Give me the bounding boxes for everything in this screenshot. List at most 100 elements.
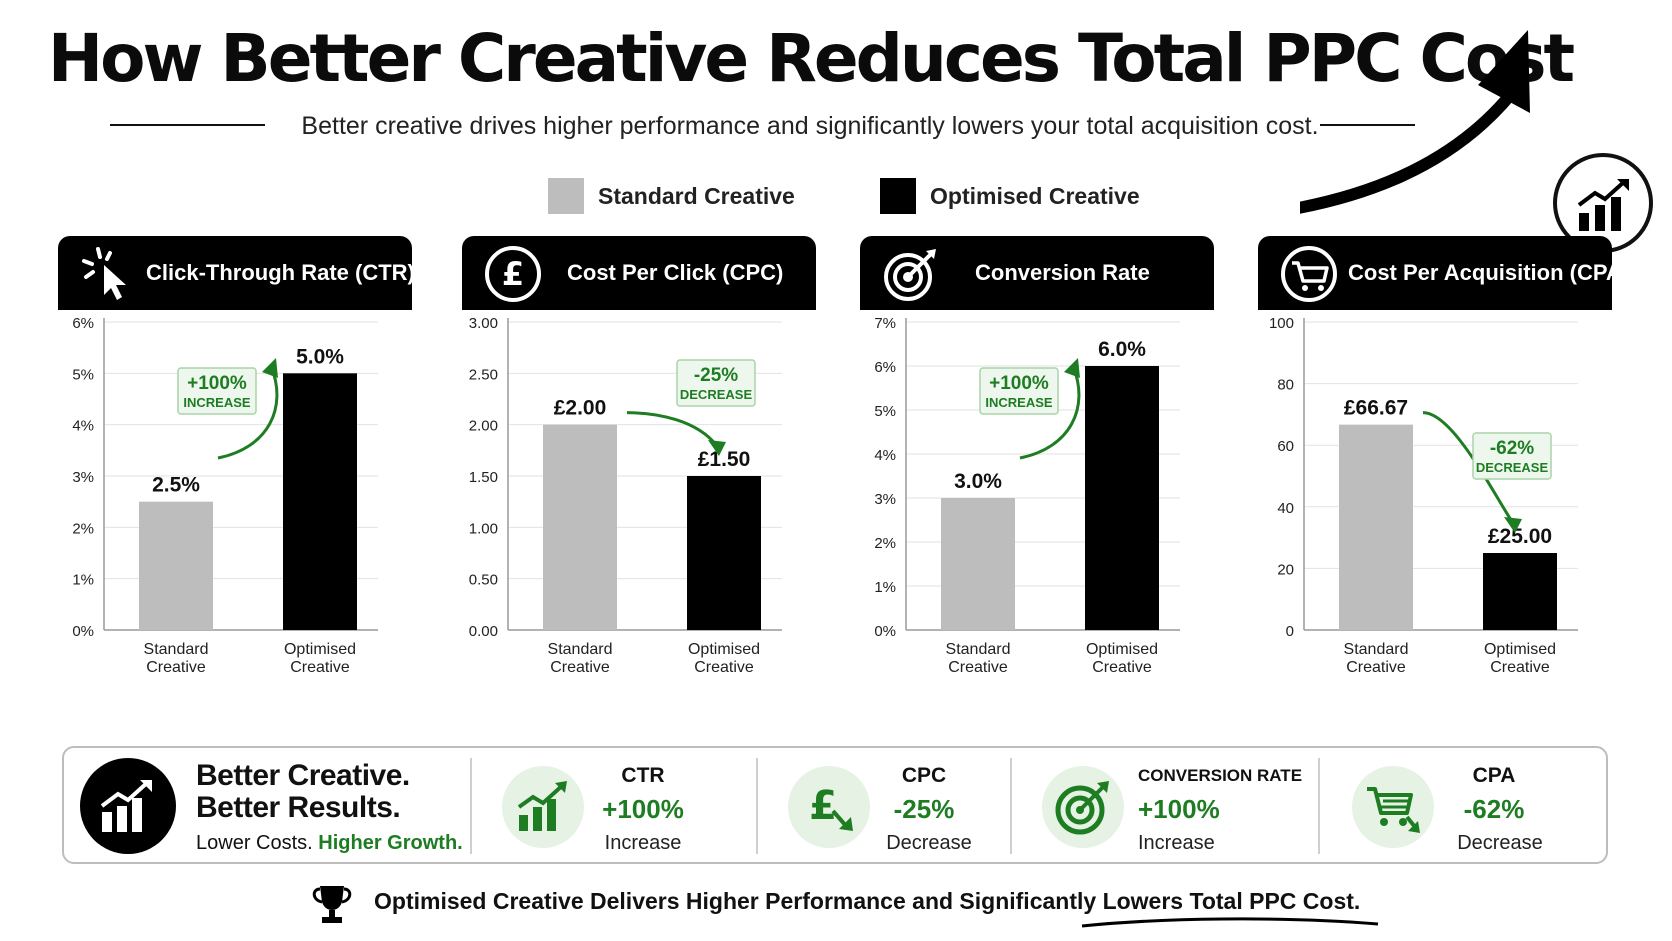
bar-chart-cpa: CPA (£)020406080100£66.67StandardCreativ… — [1269, 315, 1578, 676]
bar-chart-conversion: Conversion Rate (%)0%1%2%3%4%5%6%7%3.0%S… — [874, 315, 1180, 676]
arrowhead — [1064, 358, 1080, 378]
summary-tagline: Lower Costs. Higher Growth. — [196, 832, 463, 855]
cursor-click-icon — [82, 247, 126, 300]
y-tick-label: 3% — [874, 491, 896, 508]
x-tick-label: Creative — [948, 659, 1008, 676]
summary-stat-desc: Decrease — [1457, 832, 1543, 854]
summary-stat-ctr: CTR +100% Increase — [502, 754, 722, 860]
growth-chart-icon — [100, 780, 152, 832]
summary-stat-label: CTR — [621, 764, 665, 787]
x-tick-label: Creative — [1346, 659, 1406, 676]
y-tick-label: 1.00 — [469, 520, 498, 537]
summary-stat-desc: Decrease — [886, 832, 972, 854]
change-badge — [1472, 432, 1552, 480]
x-tick-label: Optimised — [1484, 641, 1556, 658]
y-tick-label: 0 — [1286, 623, 1294, 640]
summary-tagline-plain: Lower Costs. — [196, 832, 313, 854]
summary-stat-label: CPC — [901, 764, 947, 787]
x-tick-label: Creative — [1092, 659, 1152, 676]
arrowhead — [1504, 517, 1522, 533]
growth-arrow-icon — [1300, 30, 1530, 214]
shopping-cart-icon — [1281, 246, 1337, 302]
summary-stat-value: -25% — [893, 794, 955, 824]
y-tick-label: 6% — [874, 359, 896, 376]
chart-panel-ctr: Click-Through Rate (CTR) CTR (%)0%1%2%3%… — [58, 236, 415, 724]
y-tick-label: 5% — [72, 366, 94, 383]
change-word: INCREASE — [985, 395, 1053, 410]
y-tick-label: 4% — [72, 418, 94, 435]
footer-banner: Optimised Creative Delivers Higher Perfo… — [310, 882, 1379, 928]
arrowhead — [262, 358, 278, 378]
x-tick-label: Standard — [946, 641, 1011, 658]
summary-headline: Better Creative. Better Results. — [196, 760, 410, 824]
summary-tagline-green: Higher Growth. — [318, 832, 463, 854]
chart-panel-cpc: £ Cost Per Click (CPC) CPC (£)0.000.501.… — [462, 236, 816, 724]
x-tick-label: Standard — [144, 641, 209, 658]
bar-optimised — [1483, 553, 1557, 630]
subtitle-rule-left — [110, 124, 265, 126]
target-icon — [1055, 781, 1109, 835]
panel-title-cpa: Cost Per Acquisition (CPA) — [1348, 260, 1630, 285]
cart-down-icon — [1367, 787, 1420, 833]
bar-standard — [941, 498, 1015, 630]
panel-header-conversion: Conversion Rate — [860, 236, 1214, 310]
y-tick-label: 2.50 — [469, 366, 498, 383]
change-badge — [177, 367, 257, 415]
legend-label-optimised: Optimised Creative — [930, 182, 1140, 209]
page-subtitle: Better creative drives higher performanc… — [301, 112, 1319, 140]
bar-chart-ctr: CTR (%)0%1%2%3%4%5%6%2.5%StandardCreativ… — [72, 315, 378, 676]
y-tick-label: 0% — [72, 623, 94, 640]
y-tick-label: 80 — [1277, 377, 1294, 394]
summary-stat-value: -62% — [1463, 794, 1525, 824]
summary-stat-label: CONVERSION RATE — [1138, 766, 1303, 785]
x-tick-label: Optimised — [284, 641, 356, 658]
target-icon — [884, 249, 936, 301]
bar-chart-up-icon — [517, 781, 567, 831]
y-tick-label: 2% — [874, 535, 896, 552]
bar-optimised — [283, 373, 357, 630]
decrease-arrow — [626, 411, 719, 447]
chart-panel-cpa: Cost Per Acquisition (CPA) CPA (£)020406… — [1258, 236, 1629, 724]
summary-stat-cpc: £ CPC -25% Decrease — [788, 754, 1008, 860]
change-badge — [676, 359, 756, 407]
trophy-icon — [312, 886, 352, 923]
data-label: £1.50 — [698, 448, 751, 471]
page-title: How Better Creative Reduces Total PPC Co… — [47, 20, 1575, 97]
pound-down-icon: £ — [809, 783, 853, 831]
data-label: £25.00 — [1488, 525, 1552, 548]
bar-optimised — [687, 476, 761, 630]
bar-standard — [1339, 424, 1413, 630]
y-tick-label: 4% — [874, 447, 896, 464]
data-label: £2.00 — [554, 397, 607, 420]
increase-arrow — [217, 365, 279, 460]
bar-standard — [543, 424, 617, 630]
x-tick-label: Creative — [550, 659, 610, 676]
panel-header-cpa: Cost Per Acquisition (CPA) — [1258, 236, 1629, 310]
y-tick-label: 3.00 — [469, 315, 498, 332]
x-tick-label: Creative — [290, 659, 350, 676]
change-badge — [979, 367, 1059, 415]
data-label: 6.0% — [1098, 338, 1146, 361]
summary-stat-desc: Increase — [1138, 832, 1215, 854]
change-value: -25% — [694, 365, 738, 386]
change-value: +100% — [989, 373, 1049, 394]
chart-panel-conversion: Conversion Rate Conversion Rate (%)0%1%2… — [860, 236, 1214, 724]
change-value: -62% — [1490, 438, 1534, 459]
summary-icon-ctr — [502, 766, 584, 848]
y-tick-label: 7% — [874, 315, 896, 332]
bar-chart-cpc: CPC (£)0.000.501.001.502.002.503.00£2.00… — [469, 315, 782, 676]
summary-strip: Better Creative. Better Results. Lower C… — [62, 746, 1608, 864]
summary-logo — [80, 758, 176, 854]
data-label: 2.5% — [152, 474, 200, 497]
y-tick-label: 1.50 — [469, 469, 498, 486]
arrowhead — [708, 440, 726, 456]
panel-header-ctr: Click-Through Rate (CTR) — [58, 236, 415, 310]
bar-standard — [139, 501, 213, 630]
y-tick-label: 6% — [72, 315, 94, 332]
y-tick-label: 1% — [72, 572, 94, 589]
summary-stat-cpa: CPA -62% Decrease — [1352, 754, 1582, 860]
footer-text: Optimised Creative Delivers Higher Perfo… — [374, 888, 1361, 914]
change-value: +100% — [187, 373, 247, 394]
x-tick-label: Creative — [146, 659, 206, 676]
summary-divider — [1010, 758, 1012, 854]
